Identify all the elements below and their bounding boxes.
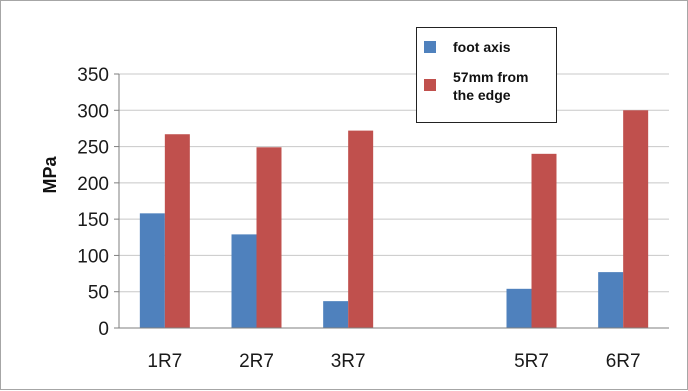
legend: foot axis 57mm from the edge — [416, 27, 557, 123]
x-tick-label: 2R7 — [239, 351, 274, 372]
legend-label-57mm-from-edge: 57mm from the edge — [453, 69, 529, 103]
bars — [139, 110, 649, 329]
bar-foot-axis-5R7 — [506, 288, 532, 328]
axes — [114, 73, 669, 329]
y-tick-label: 350 — [77, 65, 109, 86]
bar-57mm-from-edge-5R7 — [531, 153, 557, 328]
bar-57mm-from-edge-3R7 — [348, 130, 374, 328]
legend-swatch-foot-axis — [424, 41, 436, 53]
x-tick-label: 1R7 — [147, 351, 182, 372]
y-tick-label: 100 — [77, 246, 109, 267]
bar-foot-axis-6R7 — [598, 272, 624, 328]
y-tick-label: 150 — [77, 210, 109, 231]
bar-foot-axis-1R7 — [139, 213, 165, 328]
y-tick-label: 0 — [98, 319, 109, 340]
legend-item-foot-axis: foot axis — [417, 38, 556, 58]
y-tick-label: 200 — [77, 174, 109, 195]
y-tick-label: 300 — [77, 101, 109, 122]
gridlines — [119, 73, 669, 293]
legend-swatch-57mm-from-edge — [424, 79, 436, 91]
bar-57mm-from-edge-1R7 — [164, 134, 190, 328]
legend-label-foot-axis: foot axis — [453, 39, 511, 55]
y-tick-label: 250 — [77, 138, 109, 159]
x-tick-labels: 1R7 2R7 3R7 5R7 6R7 — [147, 351, 640, 372]
y-tick-labels: 0 50 100 150 200 250 300 350 — [77, 65, 109, 340]
x-tick-label: 3R7 — [331, 351, 366, 372]
bar-foot-axis-3R7 — [323, 301, 349, 328]
x-tick-label: 5R7 — [514, 351, 549, 372]
y-axis-label: MPa — [40, 156, 60, 194]
y-tick-label: 50 — [88, 283, 109, 304]
legend-item-57mm-from-edge: 57mm from the edge — [417, 68, 556, 108]
x-tick-label: 6R7 — [606, 351, 641, 372]
bar-foot-axis-2R7 — [231, 234, 257, 328]
bar-57mm-from-edge-6R7 — [623, 110, 649, 329]
bar-57mm-from-edge-2R7 — [256, 147, 282, 328]
